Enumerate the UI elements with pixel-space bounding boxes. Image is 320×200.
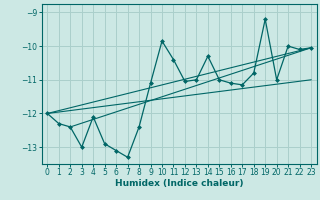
X-axis label: Humidex (Indice chaleur): Humidex (Indice chaleur): [115, 179, 244, 188]
